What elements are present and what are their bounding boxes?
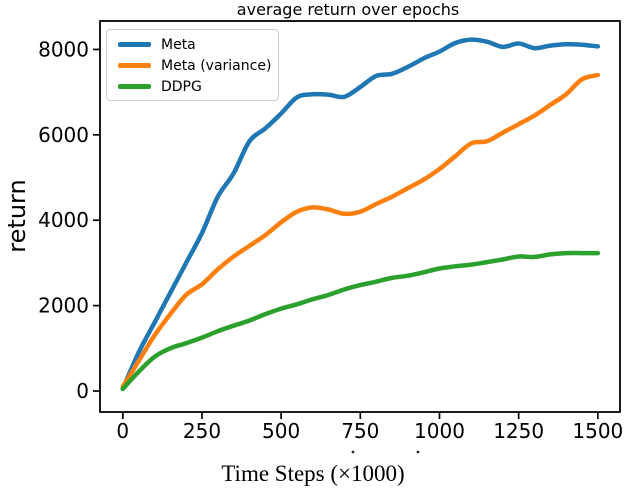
x-tick-label: 1250	[493, 419, 544, 443]
x-tick-label: 250	[183, 419, 221, 443]
legend-item-meta-variance: Meta (variance)	[107, 55, 278, 76]
series-line-meta-variance	[120, 72, 601, 389]
y-tick-label: 6000	[38, 123, 89, 147]
x-axis-label: Time Steps (×1000)	[221, 461, 405, 486]
y-tick-label: 8000	[38, 37, 89, 61]
legend-label: Meta	[161, 36, 196, 53]
series-line-meta	[120, 37, 601, 392]
legend-line-swatch-meta-icon	[118, 42, 151, 47]
series-line-ddpg	[120, 250, 601, 392]
x-tick-label: 1000	[414, 419, 465, 443]
legend-line-swatch-ddpg-icon	[118, 84, 151, 89]
legend-label: DDPG	[161, 78, 202, 95]
legend: Meta Meta (variance) DDPG	[106, 29, 279, 101]
chart-title: average return over epochs	[236, 0, 460, 19]
y-axis-label: return	[3, 179, 31, 253]
x-tick-label: 750	[341, 419, 379, 443]
stray-mark	[351, 450, 355, 454]
legend-item-meta: Meta	[107, 34, 278, 55]
legend-line-swatch-meta-variance-icon	[118, 63, 151, 68]
y-tick-label: 2000	[38, 294, 89, 318]
legend-item-ddpg: DDPG	[107, 76, 278, 97]
y-tick-label: 0	[76, 379, 89, 403]
x-tick-label: 0	[116, 419, 129, 443]
y-tick-label: 4000	[38, 208, 89, 232]
stray-mark	[416, 450, 420, 454]
x-tick-label: 500	[262, 419, 300, 443]
x-tick-label: 1500	[572, 419, 623, 443]
legend-label: Meta (variance)	[161, 57, 272, 74]
